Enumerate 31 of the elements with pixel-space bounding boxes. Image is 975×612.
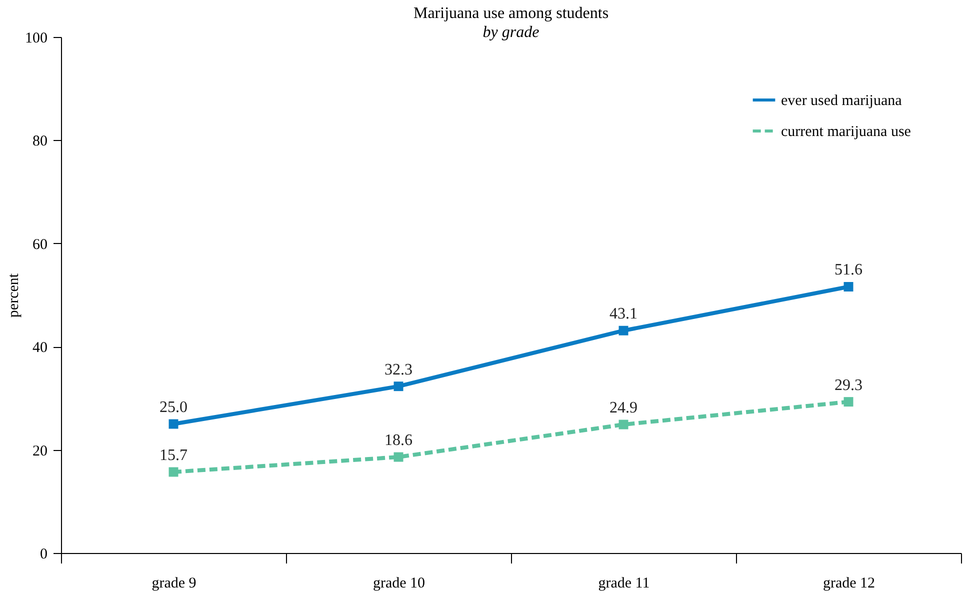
- y-tick-label: 80: [32, 134, 48, 150]
- point: [394, 382, 404, 392]
- point: [844, 397, 854, 407]
- data-label: 15.7: [160, 446, 188, 464]
- point: [168, 419, 178, 429]
- y-tick-label: 20: [32, 443, 48, 460]
- point: [618, 326, 628, 336]
- data-label: 43.1: [610, 306, 638, 323]
- point: [394, 452, 404, 462]
- data-label: 51.6: [834, 262, 862, 279]
- data-label: 18.6: [384, 432, 412, 450]
- chart-subtitle: by grade: [482, 24, 540, 41]
- y-tick-label: 100: [25, 30, 48, 46]
- data-label: 24.9: [610, 400, 638, 417]
- point: [618, 420, 628, 430]
- y-axis-title: percent: [6, 272, 22, 318]
- chart-title: Marijuana use among students: [413, 5, 609, 22]
- x-tick-label: grade 10: [372, 576, 426, 592]
- point: [168, 467, 178, 477]
- legend-label: current marijuana use: [781, 124, 912, 140]
- x-tick-label: grade 12: [822, 576, 876, 592]
- y-tick-label: 0: [40, 546, 48, 562]
- data-label: 29.3: [834, 376, 862, 394]
- point: [844, 282, 854, 292]
- legend-label: ever used marijuana: [781, 93, 902, 109]
- data-label: 25.0: [160, 399, 188, 416]
- data-label: 32.3: [384, 361, 412, 378]
- y-tick-label: 40: [32, 340, 48, 356]
- y-tick-label: 60: [32, 236, 48, 253]
- x-tick-label: grade 9: [152, 576, 196, 592]
- x-tick-label: grade 11: [598, 576, 650, 592]
